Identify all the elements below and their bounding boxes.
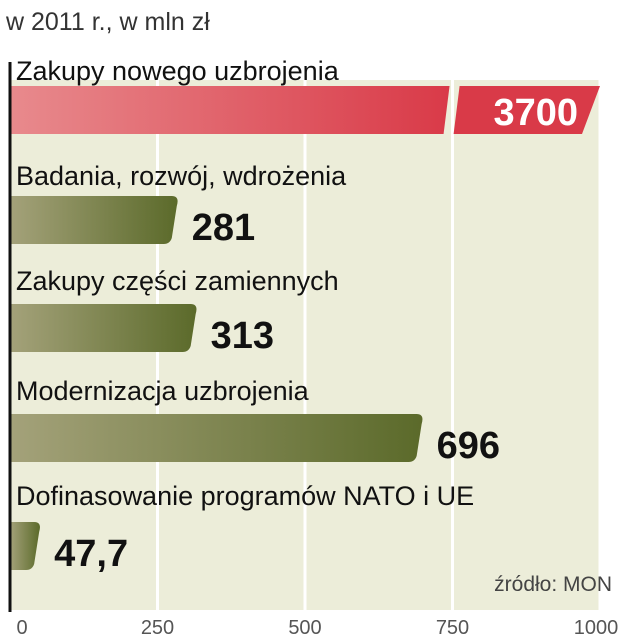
- category-labels: Zakupy nowego uzbrojenia Badania, rozwój,…: [16, 56, 474, 511]
- value-label: 696: [437, 425, 500, 467]
- category-label: Zakupy części zamiennych: [16, 266, 339, 296]
- bars: 3700 281 313 696 47,7: [10, 86, 600, 575]
- x-tick-label: 500: [288, 617, 321, 639]
- x-tick-labels: 0 250 500 750 1000: [16, 617, 618, 639]
- bar: [10, 196, 178, 244]
- category-label: Zakupy nowego uzbrojenia: [16, 56, 340, 86]
- value-label: 3700: [493, 92, 578, 134]
- category-label: Badania, rozwój, wdrożenia: [16, 161, 347, 191]
- bar-break-segment: [453, 86, 600, 134]
- x-tick-label: 250: [141, 617, 174, 639]
- x-tick-label: 1000: [574, 617, 619, 639]
- bar: [10, 304, 197, 352]
- bar: [10, 414, 423, 462]
- bar-group: 313: [10, 304, 274, 357]
- value-label: 281: [192, 207, 255, 249]
- bar: [10, 522, 40, 570]
- x-tick-label: 750: [436, 617, 469, 639]
- bar-group: 696: [10, 414, 500, 467]
- bar-group: 47,7: [10, 522, 128, 575]
- source-note: źródło: MON: [494, 573, 612, 596]
- bar-group: 3700: [10, 86, 600, 134]
- x-tick-label: 0: [16, 617, 27, 639]
- category-label: Dofinasowanie programów NATO i UE: [16, 481, 474, 511]
- gridlines: [156, 80, 602, 610]
- value-label: 313: [211, 315, 274, 357]
- category-label: Modernizacja uzbrojenia: [16, 376, 310, 406]
- chart-subtitle: w 2011 r., w mln zł: [5, 8, 210, 36]
- bar-group: 281: [10, 196, 255, 249]
- bar: [10, 86, 450, 134]
- value-label: 47,7: [54, 533, 128, 575]
